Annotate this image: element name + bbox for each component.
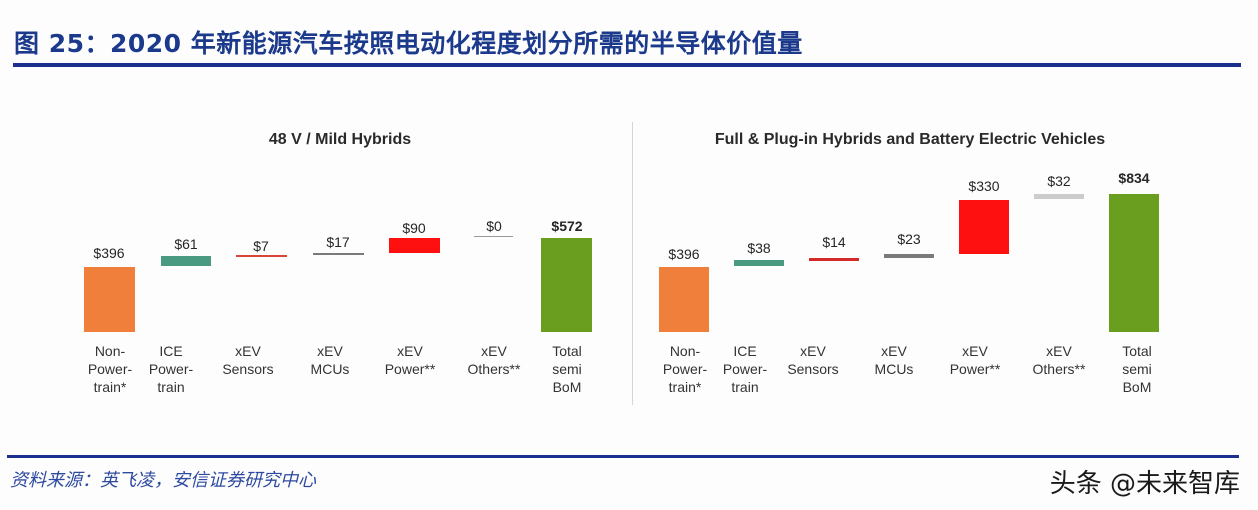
- figure-title: 图 25：2020 年新能源汽车按照电动化程度划分所需的半导体价值量: [14, 29, 803, 58]
- category-label: xEV Others**: [467, 343, 521, 377]
- value-label: $396: [93, 245, 125, 261]
- value-label: $7: [253, 238, 269, 254]
- bar-xev-mcus: [313, 253, 364, 255]
- bar-xev-others: [474, 236, 513, 237]
- bar-non-powertrain: [659, 267, 709, 332]
- value-label: $14: [822, 234, 846, 250]
- value-label: $17: [326, 234, 350, 250]
- category-label: xEV Others**: [1032, 343, 1086, 377]
- source-note: 资料来源：英飞凌，安信证券研究中心: [10, 470, 316, 491]
- category-label: ICE Power- train: [722, 343, 768, 395]
- bar-xev-sensors: [809, 258, 859, 261]
- category-label: xEV MCUs: [310, 343, 350, 377]
- value-label: $396: [668, 246, 700, 262]
- bar-total-semi-bom: [541, 238, 592, 332]
- value-label: $32: [1047, 173, 1071, 189]
- value-label: $330: [968, 178, 1000, 194]
- panel-title-mild: 48 V / Mild Hybrids: [268, 131, 412, 148]
- bar-xev-power: [389, 238, 440, 253]
- category-label: Non- Power- train*: [662, 343, 708, 395]
- category-label: xEV Sensors: [222, 343, 274, 377]
- category-label: xEV Power**: [949, 343, 1001, 377]
- bar-xev-mcus: [884, 254, 934, 258]
- title-rule: [13, 63, 1241, 67]
- watermark: 头条 @未来智库: [1049, 469, 1240, 499]
- bar-non-powertrain: [84, 267, 135, 332]
- value-label: $23: [897, 231, 921, 247]
- category-label: Total semi BoM: [1122, 343, 1152, 395]
- value-label: $38: [747, 240, 771, 256]
- bar-xev-power: [959, 200, 1009, 254]
- value-label: $90: [402, 220, 426, 236]
- bar-total-semi-bom: [1109, 194, 1159, 332]
- category-label: xEV Sensors: [787, 343, 839, 377]
- category-label: Non- Power- train*: [87, 343, 133, 395]
- bar-xev-sensors: [236, 255, 287, 257]
- bar-ice-powertrain: [161, 256, 211, 266]
- footer-rule: [7, 455, 1239, 458]
- category-label: xEV Power**: [384, 343, 436, 377]
- category-label: xEV MCUs: [874, 343, 914, 377]
- bar-ice-powertrain: [734, 260, 784, 266]
- value-label-total: $572: [551, 218, 583, 234]
- category-label: ICE Power- train: [148, 343, 194, 395]
- value-label-total: $834: [1118, 170, 1150, 186]
- panel-title-full: Full & Plug-in Hybrids and Battery Elect…: [714, 131, 1106, 148]
- bar-xev-others: [1034, 194, 1084, 199]
- value-label: $0: [486, 218, 502, 234]
- category-label: Total semi BoM: [552, 343, 582, 395]
- value-label: $61: [174, 236, 198, 252]
- panel-divider: [632, 122, 633, 405]
